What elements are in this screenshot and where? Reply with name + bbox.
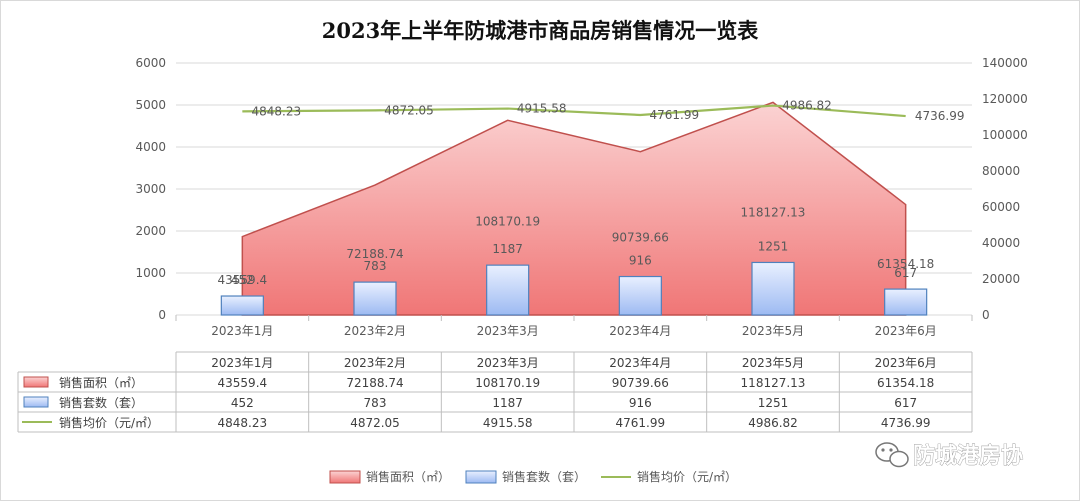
y-left-tick-label: 4000 <box>135 140 166 154</box>
area-data-label: 72188.74 <box>346 247 403 261</box>
bar <box>353 281 397 316</box>
bar-data-label: 783 <box>364 259 387 273</box>
watermark-text: 防城港房协 <box>913 443 1023 469</box>
y-right-tick-label: 0 <box>982 308 990 322</box>
table-cell: 1251 <box>758 396 789 410</box>
y-left-tick-label: 5000 <box>135 98 166 112</box>
table-cell: 783 <box>364 396 387 410</box>
y-right-tick-label: 40000 <box>982 236 1020 250</box>
line-series <box>242 104 906 118</box>
area-data-label: 90739.66 <box>612 230 669 244</box>
price-data-label: 4736.99 <box>915 109 965 123</box>
y-right-tick-label: 20000 <box>982 272 1020 286</box>
table-cell: 916 <box>629 396 652 410</box>
price-data-label: 4915.58 <box>517 102 567 116</box>
area-series <box>241 101 907 316</box>
table-cell: 452 <box>231 396 254 410</box>
table-cell: 61354.18 <box>877 376 934 390</box>
y-right-tick-label: 120000 <box>982 92 1028 106</box>
legend-swatch-area <box>329 470 361 484</box>
y-left-tick-label: 3000 <box>135 182 166 196</box>
bar <box>220 295 264 316</box>
data-labels: 4848.23 4872.05 4915.58 4761.99 4986.82 4736.… <box>218 99 965 287</box>
y-right-tick-label: 80000 <box>982 164 1020 178</box>
bar-data-label: 916 <box>629 254 652 268</box>
bar-data-label: 1251 <box>758 239 789 253</box>
y-left-tick-label: 0 <box>158 308 166 322</box>
table-row-label: 销售均价（元/㎡） <box>59 415 159 430</box>
price-data-label: 4986.82 <box>782 99 832 113</box>
y-left-tick-label: 1000 <box>135 266 166 280</box>
x-category-label: 2023年1月 <box>211 324 273 338</box>
bar <box>618 275 662 316</box>
bar <box>884 288 928 316</box>
wechat-icon <box>875 442 909 468</box>
price-data-label: 4872.05 <box>384 103 434 117</box>
x-category-label: 2023年4月 <box>609 324 671 338</box>
table-header-cell: 2023年5月 <box>742 356 804 370</box>
table-header-cell: 2023年3月 <box>477 356 539 370</box>
table-header-cell: 2023年4月 <box>609 356 671 370</box>
y-left-tick-label: 6000 <box>135 56 166 70</box>
legend-label: 销售均价（元/㎡） <box>637 469 737 484</box>
y-right-tick-label: 60000 <box>982 200 1020 214</box>
table-cell: 4872.05 <box>350 416 400 430</box>
table-key-area <box>23 376 49 388</box>
y-right-tick-label: 140000 <box>982 56 1028 70</box>
area-fill <box>241 101 907 316</box>
area-data-label: 61354.18 <box>877 257 934 271</box>
x-category-label: 2023年2月 <box>344 324 406 338</box>
bar-data-label: 1187 <box>492 242 523 256</box>
table-cell: 617 <box>894 396 917 410</box>
x-category-label: 2023年3月 <box>477 324 539 338</box>
table-header-cell: 2023年6月 <box>875 356 937 370</box>
price-line <box>242 104 906 118</box>
x-category-label: 2023年6月 <box>875 324 937 338</box>
legend-label: 销售面积（㎡） <box>366 469 450 484</box>
table-cell: 4915.58 <box>483 416 533 430</box>
area-data-label: 108170.19 <box>475 215 540 229</box>
table-cell: 4761.99 <box>616 416 666 430</box>
table-cell: 72188.74 <box>346 376 403 390</box>
y-right-tick-label: 100000 <box>982 128 1028 142</box>
legend-swatch-bar <box>465 470 497 484</box>
table-header-cell: 2023年2月 <box>344 356 406 370</box>
table-cell: 90739.66 <box>612 376 669 390</box>
price-data-label: 4761.99 <box>650 108 700 122</box>
table-cell: 1187 <box>492 396 523 410</box>
chart-title: 2023年上半年防城港市商品房销售情况一览表 <box>322 18 759 43</box>
area-data-label: 43559.4 <box>218 273 268 287</box>
watermark: 防城港房协 <box>875 442 1023 469</box>
table-cell: 108170.19 <box>475 376 540 390</box>
bar-data-label: 617 <box>894 266 917 280</box>
legend: 销售面积（㎡） 销售套数（套） 销售均价（元/㎡） <box>329 469 737 484</box>
table-cell: 118127.13 <box>741 376 806 390</box>
table-cell: 4848.23 <box>218 416 268 430</box>
data-table: 2023年1月 2023年2月 2023年3月 2023年4月 2023年5月 2023年… <box>17 351 973 433</box>
bar <box>486 264 530 316</box>
legend-label: 销售套数（套） <box>502 469 586 484</box>
bar-data-label: 452 <box>231 273 254 287</box>
bar <box>751 261 795 316</box>
bar-series <box>220 261 928 316</box>
table-row-label: 销售套数（套） <box>59 395 143 410</box>
table-key-bar <box>23 396 49 408</box>
table-row-label: 销售面积（㎡） <box>59 375 143 390</box>
y-left-tick-label: 2000 <box>135 224 166 238</box>
table-header-cell: 2023年1月 <box>211 356 273 370</box>
area-data-label: 118127.13 <box>741 206 806 220</box>
axes: 0100020003000400050006000020000400006000… <box>135 56 1027 338</box>
table-cell: 4986.82 <box>748 416 798 430</box>
table-cell: 43559.4 <box>218 376 268 390</box>
x-category-label: 2023年5月 <box>742 324 804 338</box>
table-cell: 4736.99 <box>881 416 931 430</box>
price-data-label: 4848.23 <box>252 104 302 118</box>
